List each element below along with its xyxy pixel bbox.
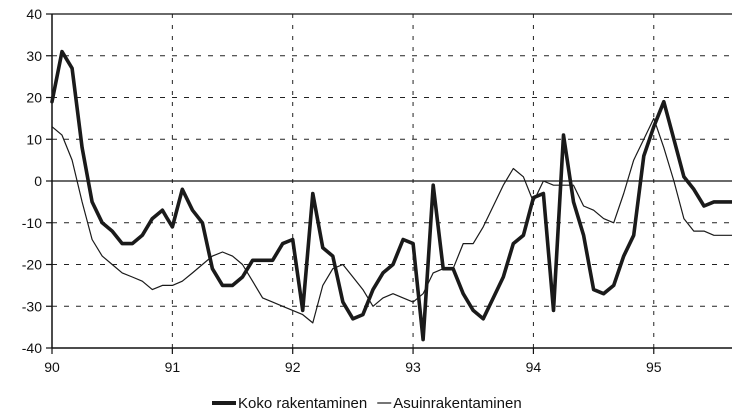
y-tick-label: -40: [22, 340, 42, 356]
y-tick-labels: 40 30 20 10 0 -10 -20 -30 -40: [22, 6, 42, 356]
axes: [46, 13, 732, 354]
x-tick-label: 91: [165, 359, 181, 375]
legend-label: Asuinrakentaminen: [393, 395, 521, 412]
x-tick-label: 90: [44, 359, 60, 375]
y-tick-label: 20: [26, 90, 42, 106]
x-tick-label: 92: [285, 359, 301, 375]
y-tick-label: -20: [22, 257, 42, 273]
x-tick-labels: 90 91 92 93 94 95: [44, 359, 662, 375]
series-layer: [50, 49, 732, 342]
legend-label: Koko rakentaminen: [238, 395, 367, 412]
y-tick-label: -10: [22, 215, 42, 231]
legend: Koko rakentaminen Asuinrakentaminen: [212, 395, 522, 412]
x-tick-label: 94: [526, 359, 542, 375]
y-tick-label: -30: [22, 298, 42, 314]
series-line-koko-rakentaminen: [50, 49, 732, 342]
x-tick-label: 93: [405, 359, 421, 375]
x-tick-label: 95: [646, 359, 662, 375]
y-tick-label: 40: [26, 6, 42, 22]
y-tick-label: 10: [26, 131, 42, 147]
y-tick-label: 30: [26, 48, 42, 64]
series-line-asuinrakentaminen: [51, 117, 732, 324]
y-tick-label: 0: [34, 173, 42, 189]
